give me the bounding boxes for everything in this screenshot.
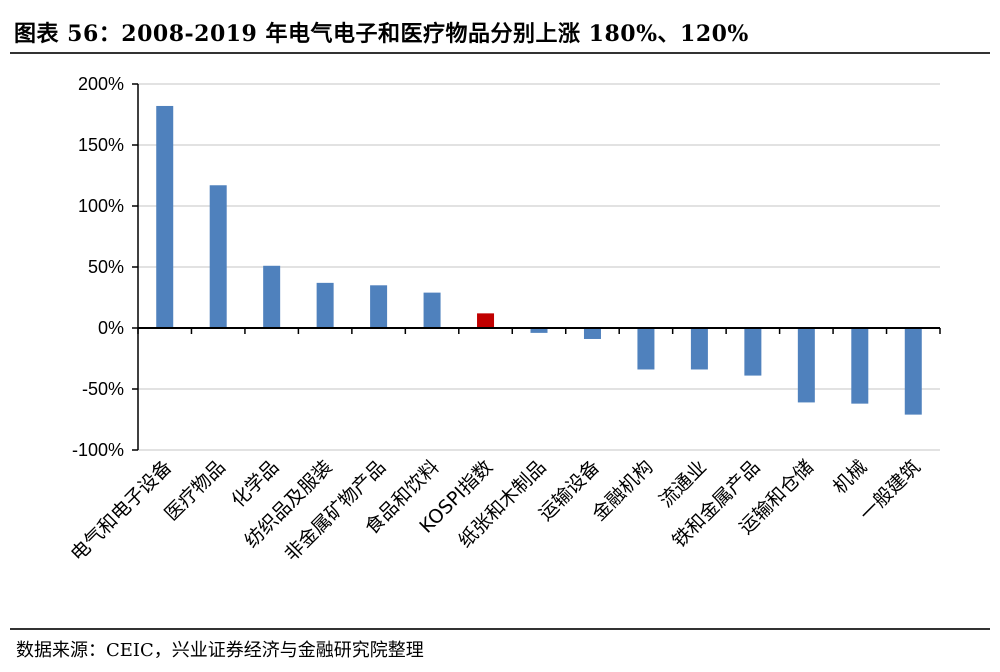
y-tick-label: 200% xyxy=(78,74,124,94)
gridlines xyxy=(138,83,940,451)
bar xyxy=(690,328,708,370)
y-tick-label: 0% xyxy=(98,318,124,338)
y-tick-label: -50% xyxy=(82,379,124,399)
bar-chart: 200% 150% 100% 50% 0% -50% -100% 电气和电子设备医疗物品化学… xyxy=(67,74,941,566)
category-labels: 电气和电子设备医疗物品化学品纺织品及服装非金属矿物产品食品和饮料KOSPI指数纸… xyxy=(67,456,925,566)
y-tick-label: -100% xyxy=(72,440,124,460)
title-rule xyxy=(10,52,990,54)
bar xyxy=(637,328,655,370)
y-tick-label: 100% xyxy=(78,196,124,216)
y-tick-labels: 200% 150% 100% 50% 0% -50% -100% xyxy=(72,74,124,460)
bar xyxy=(209,185,227,328)
bar xyxy=(797,328,815,403)
bars xyxy=(156,105,922,415)
bar xyxy=(477,313,495,328)
bar xyxy=(156,105,174,329)
chart-title: 图表 56：2008-2019 年电气电子和医疗物品分别上涨 180%、120% xyxy=(14,21,749,47)
bar xyxy=(316,282,334,328)
bar xyxy=(744,328,762,376)
y-tick-label: 50% xyxy=(88,257,124,277)
bar xyxy=(530,328,548,333)
category-label: 机械 xyxy=(829,456,871,498)
source-note: 数据来源：CEIC，兴业证券经济与金融研究院整理 xyxy=(16,640,424,661)
bar xyxy=(904,328,922,415)
bar xyxy=(263,265,281,328)
bar xyxy=(583,328,601,339)
bar xyxy=(370,285,388,328)
category-label: 电气和电子设备 xyxy=(67,456,177,566)
bar xyxy=(423,292,441,328)
y-tick-label: 150% xyxy=(78,135,124,155)
bar xyxy=(851,328,869,404)
axes xyxy=(132,83,941,451)
source-rule xyxy=(10,628,990,630)
